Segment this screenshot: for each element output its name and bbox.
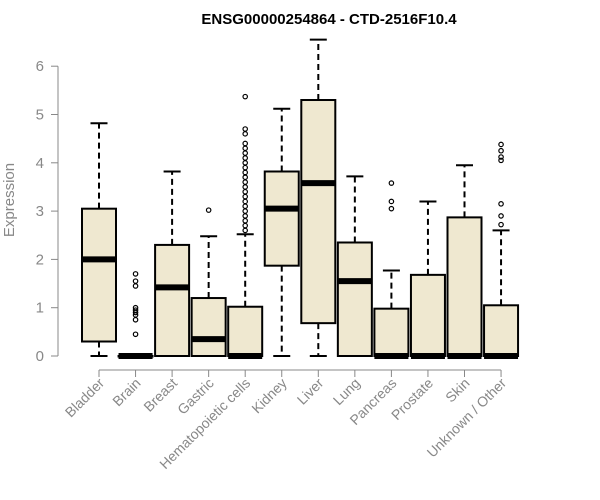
outlier-point (242, 208, 249, 214)
box-group (190, 207, 227, 358)
outlier-point (242, 213, 249, 219)
box-group (81, 122, 117, 357)
box-group (300, 38, 337, 357)
outlier-point (242, 217, 249, 224)
y-tick-label: 4 (36, 155, 44, 172)
box-group (483, 141, 520, 359)
outlier-point (242, 188, 249, 195)
box-iqr (336, 241, 373, 357)
y-tick-label: 0 (36, 348, 44, 365)
y-tick-label: 2 (36, 251, 44, 268)
y-axis-label: Expression (1, 163, 18, 237)
box-iqr (409, 273, 446, 357)
box-iqr (154, 243, 191, 357)
outlier-point (242, 164, 249, 171)
outlier-point (388, 198, 395, 205)
y-axis: 0 1 2 3 4 5 6 (36, 58, 59, 365)
outlier-point (242, 140, 249, 147)
box-iqr (190, 297, 227, 358)
outlier-point (498, 201, 504, 207)
outlier-point (498, 141, 504, 148)
y-tick-label: 5 (36, 107, 44, 124)
outlier-point (242, 145, 249, 152)
outlier-point (242, 203, 249, 210)
box-iqr (81, 207, 117, 343)
outlier-point (132, 278, 139, 284)
box-iqr (263, 170, 300, 267)
outlier-point (388, 205, 395, 212)
box-group (409, 200, 446, 359)
outlier-point (242, 179, 249, 185)
outlier-point (242, 93, 249, 100)
box-group (446, 164, 483, 359)
outlier-point (242, 184, 249, 190)
outlier-point (242, 174, 249, 181)
box-iqr (373, 307, 410, 357)
outlier-point (242, 150, 249, 156)
outlier-point (498, 213, 504, 219)
box-group (373, 180, 410, 359)
outlier-point (242, 198, 249, 205)
y-tick-label: 6 (36, 58, 44, 75)
box-iqr (227, 305, 264, 358)
outlier-point (132, 331, 139, 338)
x-tick-label: Breast (140, 375, 180, 415)
outlier-point (132, 283, 139, 289)
x-tick-label: Liver (294, 375, 327, 408)
x-tick-label: Bladder (62, 375, 108, 421)
x-tick-label: Brain (109, 375, 143, 409)
outlier-point (498, 154, 504, 160)
outlier-point (242, 222, 249, 229)
outlier-point (132, 316, 139, 323)
box-group (263, 107, 300, 357)
chart-title: ENSG00000254864 - CTD-2516F10.4 (201, 11, 457, 28)
outlier-point (242, 193, 249, 200)
outlier-point (242, 131, 249, 137)
outlier-point (242, 160, 249, 166)
y-tick-label: 3 (36, 203, 44, 220)
box-iqr (446, 216, 483, 357)
x-tick-label: Kidney (248, 375, 290, 417)
outlier-point (498, 147, 504, 154)
outlier-point (132, 304, 139, 311)
outlier-point (205, 207, 212, 213)
outlier-point (132, 307, 139, 313)
box-group (227, 93, 264, 359)
outlier-point (242, 169, 249, 176)
x-tick-label: Skin (442, 375, 473, 406)
plot-area (81, 38, 520, 359)
outlier-point (498, 221, 504, 228)
box-iqr (300, 99, 337, 325)
outlier-point (242, 227, 249, 234)
outlier-point (388, 180, 395, 186)
outlier-point (132, 271, 139, 277)
y-tick-label: 1 (36, 300, 44, 317)
x-tick-label: Lung (330, 375, 363, 408)
outlier-point (242, 155, 249, 161)
box-group (154, 170, 191, 357)
outlier-point (242, 126, 249, 132)
box-group (117, 271, 154, 359)
outlier-point (498, 157, 504, 164)
box-iqr (483, 304, 520, 358)
box-group (336, 175, 373, 357)
